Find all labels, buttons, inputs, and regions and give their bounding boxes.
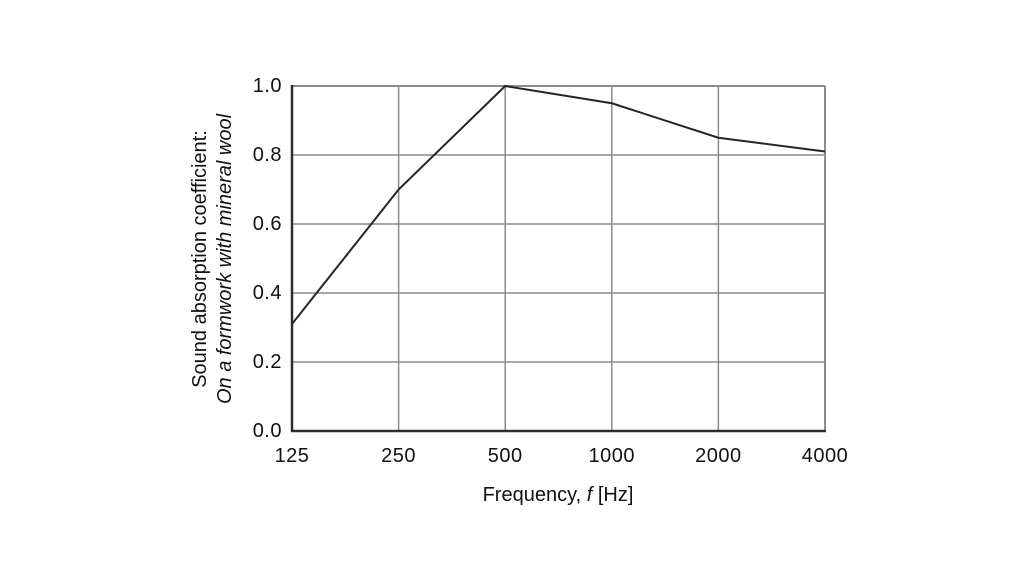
- y-tick-label: 0.8: [252, 144, 282, 166]
- x-axis-title-prefix: Frequency,: [482, 484, 587, 506]
- y-tick-label: 1.0: [252, 75, 282, 97]
- y-axis-title-line1: Sound absorption coefficient:: [189, 130, 211, 388]
- x-axis-title: Frequency, f [Hz]: [358, 482, 758, 508]
- x-tick-label: 4000: [801, 445, 849, 467]
- y-tick-label: 0.6: [252, 213, 282, 235]
- absorption-curve: [291, 84, 826, 325]
- x-tick-label: 250: [381, 445, 417, 467]
- y-axis-title-line2: On a formwork with mineral wool: [214, 113, 236, 405]
- x-tick-label: 500: [487, 445, 523, 467]
- x-axis-title-symbol: f: [586, 484, 593, 506]
- y-tick-label: 0.2: [252, 351, 282, 373]
- y-tick-label: 0.0: [252, 420, 282, 442]
- y-axis-title: Sound absorption coefficient: On a formw…: [188, 49, 240, 469]
- x-tick-label: 125: [274, 445, 310, 467]
- y-tick-label: 0.4: [252, 282, 282, 304]
- x-tick-label: 1000: [588, 445, 636, 467]
- x-tick-label: 2000: [695, 445, 742, 467]
- x-axis-title-suffix: [Hz]: [592, 484, 634, 506]
